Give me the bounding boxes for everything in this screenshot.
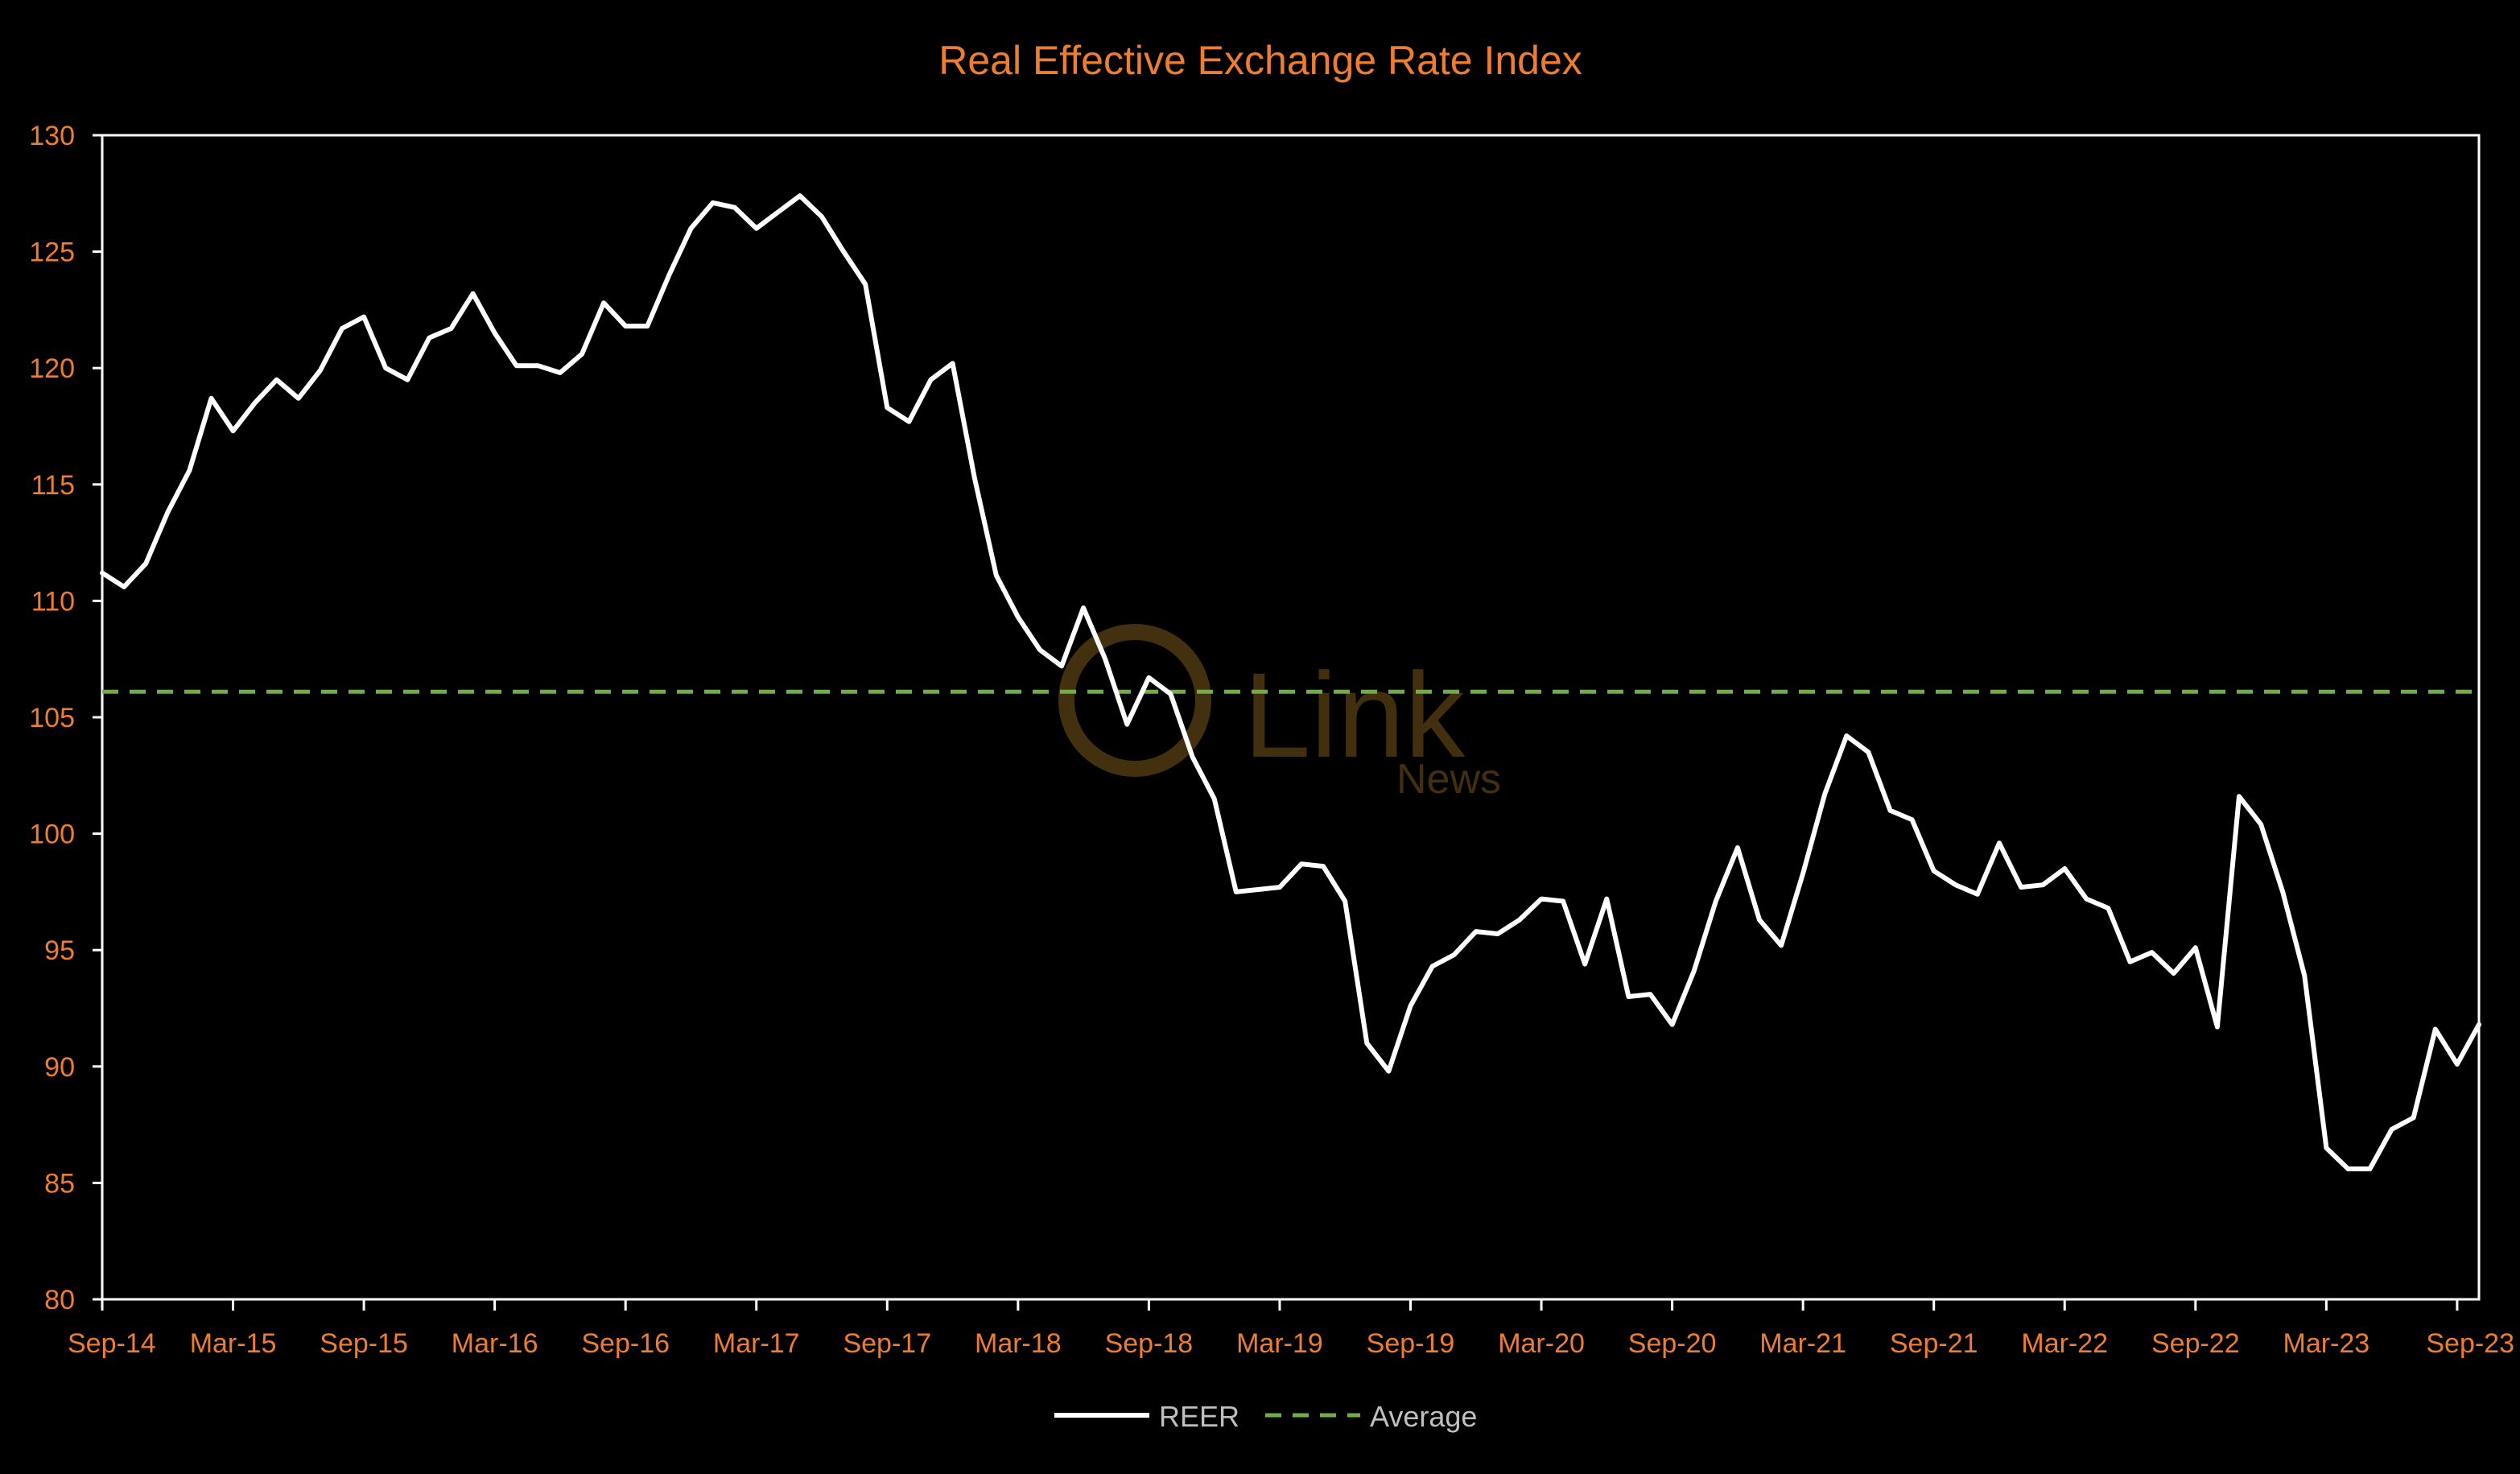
x-tick-label: Sep-21	[1890, 1328, 1978, 1359]
x-axis: Sep-14 Mar-15 Sep-15 Mar-16 Sep-16 Mar-17 Sep-…	[68, 1299, 2514, 1359]
chart-title: Real Effective Exchange Rate Index	[938, 38, 1582, 83]
legend: REER Average	[1054, 1400, 1477, 1433]
watermark-link-text: Link	[1244, 647, 1466, 782]
y-tick-label: 85	[44, 1168, 75, 1199]
x-tick-label: Mar-21	[1759, 1328, 1846, 1359]
x-tick-label: Mar-16	[452, 1328, 538, 1359]
watermark-ring	[1058, 624, 1211, 777]
x-tick-label: Sep-20	[1628, 1328, 1717, 1359]
x-tick-label: Mar-15	[190, 1328, 277, 1359]
x-tick-label: Sep-19	[1367, 1328, 1455, 1359]
watermark-logo: Link News	[1058, 624, 1501, 803]
y-tick-label: 130	[29, 121, 75, 151]
y-tick-label: 100	[29, 820, 75, 850]
y-tick-label: 125	[29, 237, 75, 268]
x-tick-label: Sep-16	[581, 1328, 670, 1359]
x-tick-label: Sep-18	[1105, 1328, 1194, 1359]
x-tick-label: Sep-22	[2151, 1328, 2240, 1359]
x-tick-label: Mar-17	[713, 1328, 800, 1359]
x-tick-label: Sep-15	[320, 1328, 408, 1359]
y-axis: 80 85 90 95 100 105 110 115 120 125 130	[29, 121, 102, 1315]
x-tick-label: Sep-23	[2426, 1328, 2514, 1359]
x-tick-label: Mar-20	[1498, 1328, 1585, 1359]
y-tick-label: 120	[29, 353, 75, 384]
legend-average-label: Average	[1370, 1400, 1477, 1433]
x-tick-label: Sep-14	[68, 1328, 156, 1359]
reer-series-line	[100, 193, 2481, 1171]
x-tick-label: Mar-22	[2021, 1328, 2108, 1359]
x-tick-label: Mar-19	[1236, 1328, 1323, 1359]
watermark-news-text: News	[1396, 756, 1501, 803]
legend-reer-label: REER	[1159, 1400, 1239, 1433]
y-tick-label: 95	[44, 935, 75, 966]
y-tick-label: 80	[44, 1285, 75, 1315]
x-tick-label: Mar-23	[2283, 1328, 2370, 1359]
y-tick-label: 105	[29, 703, 75, 733]
x-tick-label: Mar-18	[975, 1328, 1062, 1359]
y-tick-label: 110	[31, 586, 75, 617]
y-tick-label: 90	[44, 1052, 75, 1083]
x-tick-label: Sep-17	[843, 1328, 931, 1359]
y-tick-label: 115	[31, 470, 75, 501]
